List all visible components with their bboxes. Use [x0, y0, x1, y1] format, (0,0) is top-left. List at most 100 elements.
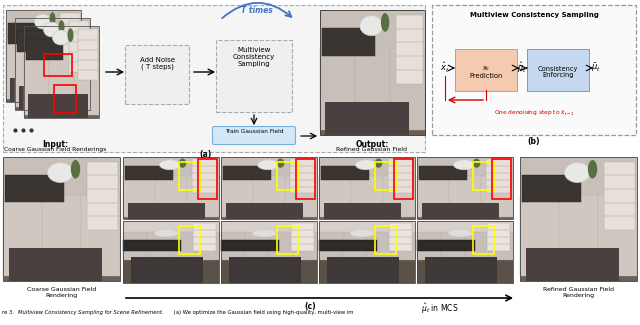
Bar — [351, 176, 383, 217]
Bar — [417, 232, 441, 260]
Text: T times: T times — [241, 6, 273, 15]
Bar — [40, 46, 65, 107]
Bar — [125, 166, 173, 180]
Ellipse shape — [49, 12, 56, 26]
Bar — [15, 18, 90, 110]
Bar — [221, 221, 317, 283]
Bar — [374, 226, 396, 254]
Bar — [417, 157, 513, 219]
Bar — [8, 23, 45, 44]
FancyBboxPatch shape — [216, 40, 292, 112]
Bar — [9, 248, 102, 281]
Bar — [520, 234, 637, 281]
Bar — [87, 162, 118, 230]
Bar — [78, 30, 97, 80]
Bar — [598, 195, 637, 276]
Bar — [520, 157, 637, 281]
Bar — [221, 195, 317, 219]
Ellipse shape — [473, 159, 481, 168]
Bar — [394, 159, 413, 199]
Ellipse shape — [257, 160, 278, 170]
Bar — [10, 78, 70, 102]
Bar — [49, 54, 74, 114]
Bar — [128, 202, 205, 219]
Bar — [253, 176, 285, 217]
Text: $\hat{\mu}_t$ in MCS: $\hat{\mu}_t$ in MCS — [421, 302, 459, 317]
Bar — [319, 176, 351, 217]
Bar — [5, 175, 64, 202]
Bar — [81, 195, 120, 276]
Bar — [320, 10, 425, 135]
Bar — [481, 176, 513, 217]
Bar — [3, 157, 120, 281]
Bar — [123, 157, 219, 219]
Bar — [419, 166, 467, 180]
Bar — [425, 257, 497, 283]
Bar — [155, 176, 187, 217]
Text: $\bar{\mu}_t$: $\bar{\mu}_t$ — [591, 62, 601, 74]
Ellipse shape — [360, 16, 383, 36]
Text: Multiview Consistency Sampling for Scene Refinement.: Multiview Consistency Sampling for Scene… — [18, 310, 163, 315]
Bar — [226, 202, 303, 219]
Bar — [319, 221, 415, 232]
Text: Coarse Gaussian Field Renderings: Coarse Gaussian Field Renderings — [4, 147, 106, 152]
Bar — [417, 176, 449, 217]
Bar — [417, 157, 513, 219]
Bar — [417, 195, 513, 219]
Bar — [221, 176, 253, 217]
Text: (a) We optimize the Gaussian field using high-quality, multi-view im: (a) We optimize the Gaussian field using… — [172, 310, 353, 315]
Ellipse shape — [588, 160, 597, 178]
Bar — [123, 240, 180, 251]
Text: (c): (c) — [304, 302, 316, 311]
Text: Train Gaussian Field: Train Gaussian Field — [225, 129, 284, 134]
Bar — [319, 232, 343, 260]
Bar — [24, 26, 99, 118]
Bar — [221, 157, 317, 219]
Bar — [60, 14, 79, 64]
Bar — [322, 28, 374, 56]
Bar — [320, 10, 425, 135]
FancyBboxPatch shape — [212, 126, 296, 145]
Ellipse shape — [564, 162, 590, 183]
Bar — [325, 102, 409, 135]
Bar — [276, 226, 298, 254]
Bar — [417, 221, 513, 283]
Bar — [291, 223, 314, 251]
Bar — [223, 166, 271, 180]
Text: One denoising step to $\hat{x}_{t-1}$: One denoising step to $\hat{x}_{t-1}$ — [493, 108, 575, 118]
FancyBboxPatch shape — [125, 45, 189, 104]
Bar — [3, 157, 120, 281]
Text: (a): (a) — [199, 150, 211, 159]
Ellipse shape — [47, 162, 73, 183]
Bar — [26, 39, 63, 59]
Bar — [388, 159, 413, 193]
Bar — [319, 157, 415, 219]
Bar — [343, 232, 367, 260]
Bar — [6, 67, 81, 102]
Bar — [320, 48, 355, 130]
Bar — [28, 94, 88, 118]
Ellipse shape — [276, 159, 284, 168]
Bar — [290, 159, 315, 193]
Bar — [269, 232, 293, 260]
Bar — [221, 221, 317, 232]
Bar — [24, 83, 99, 118]
Bar — [245, 232, 269, 260]
Bar — [65, 46, 90, 107]
Bar — [193, 223, 216, 251]
Bar — [221, 240, 278, 251]
FancyBboxPatch shape — [527, 49, 589, 91]
Bar — [15, 18, 90, 110]
Bar — [6, 10, 81, 102]
Bar — [31, 38, 56, 98]
FancyBboxPatch shape — [3, 5, 425, 152]
Bar — [74, 54, 99, 114]
Bar — [391, 232, 415, 260]
Bar — [422, 202, 499, 219]
Ellipse shape — [71, 160, 80, 178]
Bar — [319, 221, 415, 283]
Bar — [228, 257, 301, 283]
Bar — [15, 46, 40, 107]
Text: Multiview Consistency Sampling: Multiview Consistency Sampling — [470, 12, 598, 18]
Bar — [221, 232, 245, 260]
